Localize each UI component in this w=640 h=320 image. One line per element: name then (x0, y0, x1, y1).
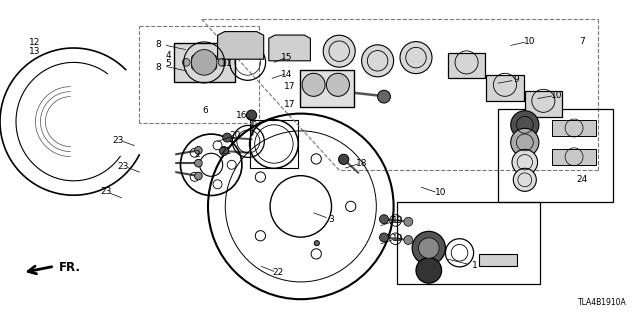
Text: 23: 23 (118, 162, 129, 171)
Text: 9: 9 (513, 76, 518, 84)
Bar (448, 53, 485, 78)
Text: FR.: FR. (59, 261, 81, 274)
Text: 2: 2 (195, 150, 200, 159)
Bar (174, 43, 235, 82)
Text: 17: 17 (284, 100, 296, 109)
Bar (486, 75, 524, 101)
Text: 19: 19 (392, 234, 404, 243)
Ellipse shape (302, 73, 325, 96)
Bar (250, 120, 298, 168)
Ellipse shape (416, 258, 442, 283)
Bar (479, 254, 517, 266)
Text: 7: 7 (580, 37, 585, 46)
Ellipse shape (223, 133, 232, 142)
Polygon shape (269, 35, 310, 61)
Ellipse shape (512, 149, 538, 175)
Text: 23: 23 (113, 136, 124, 145)
Ellipse shape (513, 168, 536, 191)
Text: 3: 3 (328, 215, 333, 224)
Text: 4: 4 (166, 52, 171, 60)
Text: 5: 5 (166, 60, 171, 68)
Ellipse shape (419, 238, 439, 258)
Ellipse shape (218, 59, 226, 66)
Ellipse shape (220, 147, 228, 156)
Text: 23: 23 (100, 188, 111, 196)
Text: 18: 18 (356, 159, 367, 168)
Polygon shape (218, 32, 264, 59)
Ellipse shape (380, 233, 388, 242)
Text: 15: 15 (281, 53, 292, 62)
Ellipse shape (326, 73, 349, 96)
Text: 17: 17 (284, 82, 296, 91)
Ellipse shape (404, 217, 413, 226)
Ellipse shape (339, 154, 349, 164)
Text: 21: 21 (220, 147, 232, 156)
Text: 10: 10 (435, 188, 446, 197)
Ellipse shape (511, 128, 539, 156)
Bar (552, 149, 596, 165)
Ellipse shape (182, 59, 190, 66)
Text: 10: 10 (524, 37, 536, 46)
Ellipse shape (246, 110, 257, 120)
Bar (397, 202, 540, 284)
Bar (552, 120, 596, 136)
Ellipse shape (191, 55, 199, 62)
Ellipse shape (314, 241, 319, 246)
Ellipse shape (191, 62, 199, 70)
Ellipse shape (400, 42, 432, 74)
Text: 12: 12 (29, 38, 40, 47)
Ellipse shape (404, 236, 413, 244)
Text: 24: 24 (577, 175, 588, 184)
Text: 10: 10 (551, 92, 563, 100)
Text: 16: 16 (236, 111, 248, 120)
Ellipse shape (209, 55, 217, 62)
Text: 8: 8 (156, 63, 161, 72)
Text: 8: 8 (156, 40, 161, 49)
Ellipse shape (378, 90, 390, 103)
Ellipse shape (362, 45, 394, 77)
Text: 14: 14 (281, 70, 292, 79)
Ellipse shape (380, 215, 388, 224)
Ellipse shape (412, 231, 445, 265)
Text: 19: 19 (392, 216, 404, 225)
Ellipse shape (195, 172, 202, 180)
Text: 1: 1 (472, 261, 477, 270)
Text: 22: 22 (273, 268, 284, 277)
Text: 6: 6 (202, 106, 207, 115)
Bar (300, 70, 354, 107)
Bar (498, 109, 613, 202)
Text: 20: 20 (229, 132, 241, 140)
Ellipse shape (191, 50, 217, 75)
Text: TLA4B1910A: TLA4B1910A (579, 298, 627, 307)
Ellipse shape (209, 62, 217, 70)
Ellipse shape (323, 35, 355, 67)
Text: 11: 11 (221, 60, 233, 68)
Ellipse shape (511, 111, 539, 139)
Ellipse shape (195, 159, 202, 167)
Text: 13: 13 (29, 47, 40, 56)
Bar (525, 91, 562, 117)
Ellipse shape (195, 147, 202, 154)
